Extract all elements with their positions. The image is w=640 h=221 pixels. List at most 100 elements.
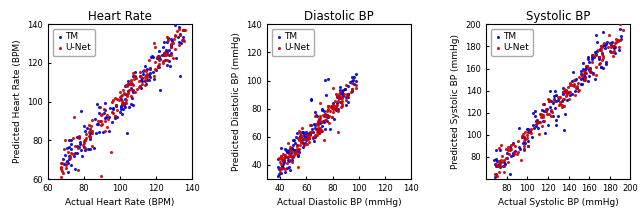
U-Net [333,99,344,103]
TM [63,145,74,149]
TM [525,129,535,133]
U-Net [591,73,602,77]
U-Net [564,97,574,100]
U-Net [519,136,529,139]
U-Net [65,156,76,159]
TM [493,163,504,167]
U-Net [543,113,554,116]
TM [590,77,600,81]
TM [154,57,164,61]
TM [561,90,571,93]
TM [146,55,156,59]
U-Net [166,42,176,46]
TM [343,92,353,96]
TM [85,131,95,135]
U-Net [604,34,614,37]
TM [617,12,627,16]
TM [342,95,353,99]
TM [91,131,101,135]
U-Net [84,127,95,131]
TM [531,124,541,128]
TM [562,99,572,102]
TM [154,50,164,53]
U-Net [535,112,545,116]
U-Net [321,118,332,122]
U-Net [558,90,568,94]
U-Net [84,124,94,127]
U-Net [278,167,288,170]
U-Net [177,39,187,42]
TM [584,60,595,63]
TM [64,158,74,161]
U-Net [580,71,590,74]
TM [136,76,147,80]
U-Net [140,75,150,78]
U-Net [572,84,582,87]
TM [321,115,332,118]
TM [537,108,547,112]
TM [492,159,502,163]
TM [529,126,539,130]
U-Net [494,160,504,163]
TM [111,103,122,106]
U-Net [127,88,138,91]
TM [99,101,109,104]
U-Net [56,175,67,179]
U-Net [314,130,324,134]
TM [559,128,569,132]
TM [597,51,607,54]
U-Net [605,50,616,53]
U-Net [56,161,66,165]
TM [540,131,550,135]
U-Net [573,89,583,92]
U-Net [282,155,292,159]
U-Net [313,123,323,126]
TM [276,171,287,175]
TM [546,109,556,113]
TM [583,57,593,61]
TM [79,145,90,149]
TM [59,162,69,165]
U-Net [579,69,589,73]
U-Net [97,112,107,115]
TM [294,134,305,137]
U-Net [559,97,569,101]
U-Net [321,110,332,113]
TM [320,128,330,131]
U-Net [324,114,334,118]
U-Net [170,47,180,51]
TM [584,69,595,72]
U-Net [323,104,333,108]
TM [63,138,74,141]
TM [84,131,95,134]
U-Net [289,153,299,156]
TM [62,159,72,162]
U-Net [496,143,506,147]
TM [278,166,288,169]
TM [341,95,351,99]
X-axis label: Actual Systolic BP (mmHg): Actual Systolic BP (mmHg) [498,198,619,208]
TM [502,151,512,155]
U-Net [541,108,551,111]
TM [301,138,312,142]
Y-axis label: Predicted Heart Rate (BPM): Predicted Heart Rate (BPM) [13,40,22,164]
TM [510,149,520,153]
TM [595,56,605,59]
U-Net [522,144,532,148]
TM [546,100,556,103]
TM [492,157,502,161]
TM [504,145,515,149]
U-Net [319,115,330,118]
U-Net [337,96,348,100]
TM [300,142,310,145]
U-Net [126,78,136,81]
U-Net [580,78,590,82]
TM [153,54,163,58]
TM [116,97,126,101]
TM [583,79,593,83]
U-Net [567,83,577,86]
TM [163,50,173,53]
TM [572,86,582,90]
TM [337,92,347,96]
U-Net [154,55,164,58]
